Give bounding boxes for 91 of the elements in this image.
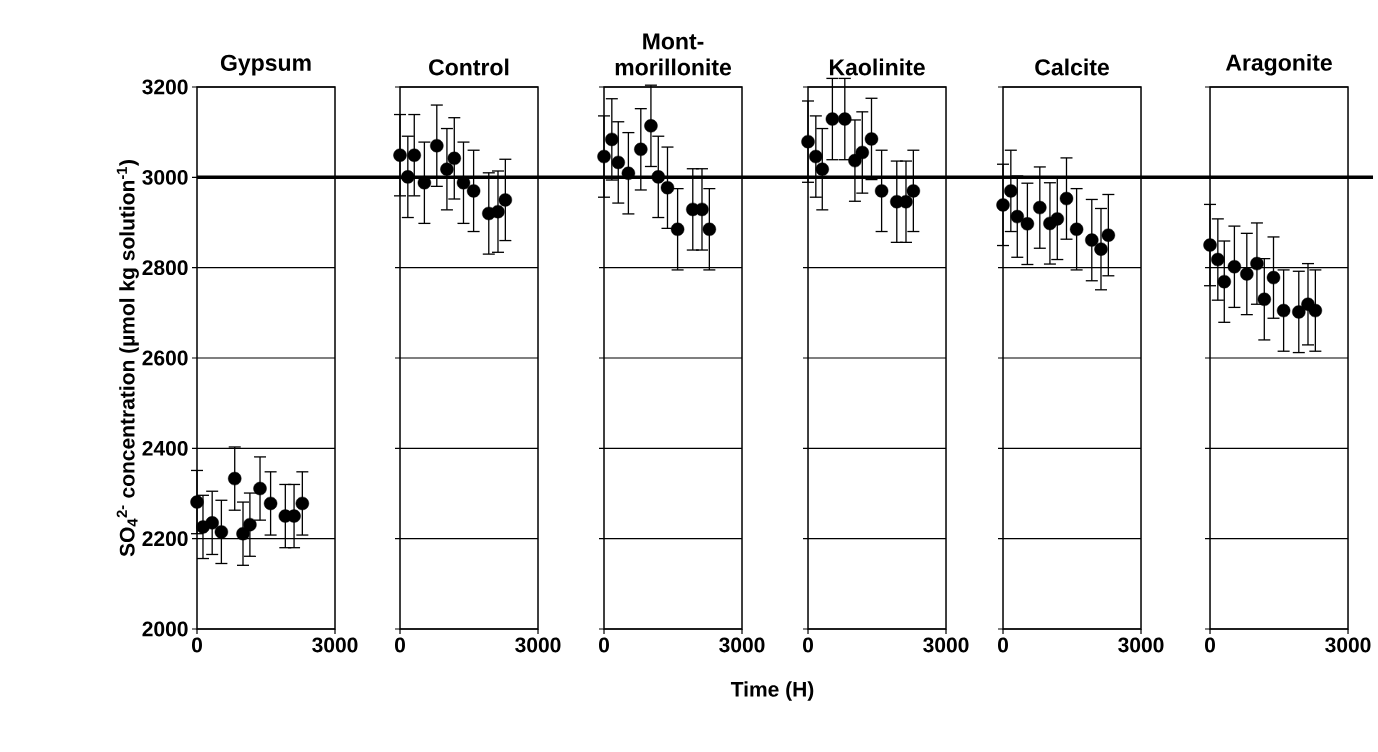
x-tick-label: 0 bbox=[803, 637, 813, 653]
point bbox=[498, 193, 513, 207]
x-tick-label: 3000 bbox=[923, 637, 969, 653]
point bbox=[1094, 242, 1108, 256]
point bbox=[228, 471, 242, 486]
point bbox=[1059, 191, 1074, 206]
point bbox=[695, 202, 709, 217]
point bbox=[702, 222, 717, 236]
point bbox=[1240, 267, 1254, 281]
point bbox=[838, 112, 852, 126]
point bbox=[651, 170, 665, 184]
x-tick-label: 3000 bbox=[719, 637, 765, 653]
x-tick-label: 0 bbox=[599, 637, 609, 653]
x-tick-label: 3000 bbox=[1118, 637, 1164, 653]
point bbox=[644, 119, 658, 133]
point bbox=[287, 509, 301, 523]
point bbox=[393, 148, 407, 162]
point bbox=[634, 142, 648, 157]
point bbox=[864, 132, 879, 146]
point bbox=[295, 496, 310, 511]
point bbox=[1217, 274, 1231, 289]
point bbox=[1085, 233, 1099, 247]
point bbox=[205, 516, 219, 530]
y-tick-label: 2600 bbox=[142, 350, 188, 366]
point bbox=[466, 184, 481, 198]
point bbox=[906, 184, 921, 198]
point bbox=[848, 153, 862, 168]
point bbox=[825, 112, 840, 126]
point bbox=[430, 139, 444, 153]
point bbox=[190, 495, 204, 509]
point bbox=[1033, 200, 1047, 215]
chart-title: Control bbox=[429, 58, 509, 76]
point bbox=[605, 132, 619, 147]
point bbox=[621, 166, 636, 180]
point bbox=[1292, 305, 1306, 319]
x-tick-label: 0 bbox=[395, 637, 405, 653]
x-tick-label: 3000 bbox=[312, 637, 358, 653]
point bbox=[815, 162, 829, 176]
point bbox=[1010, 209, 1024, 224]
point bbox=[417, 176, 432, 190]
point bbox=[1308, 303, 1323, 318]
point bbox=[491, 204, 505, 219]
x-tick-label: 0 bbox=[191, 637, 202, 653]
point bbox=[1211, 252, 1225, 267]
x-tick-label: 3000 bbox=[515, 637, 561, 653]
x-tick-label: 3000 bbox=[1325, 637, 1371, 653]
point bbox=[597, 149, 611, 164]
point bbox=[1276, 303, 1291, 318]
point bbox=[660, 181, 675, 195]
point bbox=[1266, 270, 1281, 285]
y-axis-title: SO$_{4}$$^{2-}$ concentration (µmol kg solution$^{-1}$) bbox=[116, 160, 139, 557]
chart-title: Kaolinite bbox=[829, 58, 925, 76]
point bbox=[253, 481, 267, 496]
point bbox=[440, 162, 454, 176]
x-tick-label: 0 bbox=[1205, 637, 1215, 653]
point bbox=[801, 134, 815, 149]
point bbox=[214, 525, 229, 539]
chart-title: Mont-morillonite bbox=[615, 33, 732, 76]
chart-title: Gypsum bbox=[220, 54, 311, 76]
point bbox=[1227, 260, 1242, 274]
point bbox=[1250, 256, 1264, 271]
x-tick-label: 0 bbox=[998, 637, 1008, 653]
point bbox=[996, 198, 1010, 212]
y-tick-label: 2000 bbox=[142, 621, 188, 637]
point bbox=[447, 151, 461, 166]
point bbox=[670, 222, 685, 236]
y-tick-label: 2200 bbox=[142, 531, 188, 547]
y-tick-label: 3200 bbox=[142, 79, 188, 95]
point bbox=[407, 148, 421, 162]
y-tick-label: 3000 bbox=[142, 169, 188, 185]
y-tick-label: 2800 bbox=[142, 260, 188, 276]
x-axis-title: Time (H) bbox=[730, 681, 814, 701]
point bbox=[1050, 212, 1064, 226]
point bbox=[1101, 228, 1116, 242]
point bbox=[401, 170, 415, 184]
point bbox=[1004, 184, 1018, 198]
point bbox=[243, 517, 257, 532]
point bbox=[899, 195, 913, 209]
y-tick-label: 2400 bbox=[142, 440, 188, 456]
point bbox=[874, 184, 889, 198]
point bbox=[263, 496, 278, 511]
chart-title: Aragonite bbox=[1225, 53, 1332, 76]
point bbox=[456, 176, 471, 190]
point bbox=[1069, 222, 1084, 236]
point bbox=[1203, 238, 1217, 252]
point bbox=[1257, 292, 1271, 306]
point bbox=[611, 155, 625, 170]
chart-title: Calcite bbox=[1035, 58, 1109, 76]
point bbox=[1020, 217, 1035, 231]
point bbox=[809, 149, 823, 164]
point bbox=[855, 145, 869, 160]
